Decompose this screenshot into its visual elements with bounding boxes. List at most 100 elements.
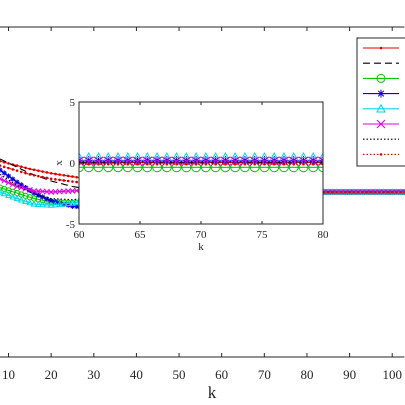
series-5-marker xyxy=(220,156,231,167)
series-3-marker xyxy=(14,179,20,185)
series-7-marker xyxy=(292,162,296,166)
series-7-marker xyxy=(302,162,305,166)
series-4-marker xyxy=(64,199,72,207)
series-4-marker xyxy=(26,199,34,206)
series-4-marker xyxy=(47,201,55,208)
series-0-marker xyxy=(71,175,74,178)
main-xtick-label: 90 xyxy=(343,367,356,382)
series-4-marker xyxy=(0,188,4,195)
legend-marker-4 xyxy=(376,103,386,113)
series-3-marker xyxy=(18,182,24,188)
series-7-marker xyxy=(386,190,390,194)
series-7-marker xyxy=(204,162,208,166)
main-xtick-label: 50 xyxy=(173,367,186,382)
series-0-marker xyxy=(37,169,40,172)
series-4-marker xyxy=(30,200,38,207)
series-7-marker xyxy=(373,190,377,194)
inset-plot: 60 65 70 75 80 5 0 -5 k x xyxy=(53,97,329,253)
series-2-marker xyxy=(318,162,323,173)
series-7-marker xyxy=(224,162,227,166)
series-7-marker xyxy=(32,173,36,177)
series-7-marker xyxy=(2,165,6,169)
series-0-marker xyxy=(0,159,2,163)
series-7-marker xyxy=(282,162,286,166)
inset-xtick-label: 65 xyxy=(135,229,147,241)
series-7-marker xyxy=(361,190,364,194)
series-7-marker xyxy=(331,190,334,194)
series-4-marker xyxy=(0,190,8,197)
series-3-marker xyxy=(31,190,37,196)
series-7-marker xyxy=(365,190,368,194)
series-5-marker xyxy=(79,156,84,167)
series-5 xyxy=(79,156,323,167)
series-7-marker xyxy=(87,162,91,166)
series-4-marker xyxy=(34,200,42,207)
series-0-marker xyxy=(41,170,44,173)
series-5-marker xyxy=(1,177,8,184)
main-xtick-label: 40 xyxy=(130,367,143,382)
series-5-marker xyxy=(402,189,405,195)
legend-marker-5 xyxy=(376,119,386,129)
series-7-marker xyxy=(348,190,351,194)
main-xtick-label: 100 xyxy=(382,367,402,382)
series-5-marker xyxy=(269,156,280,167)
series-7-marker xyxy=(378,190,381,194)
series-7-marker xyxy=(185,162,188,166)
series-5-marker xyxy=(83,156,94,167)
series-3-marker xyxy=(22,185,29,191)
series-4-marker xyxy=(60,200,68,207)
series-4-marker xyxy=(5,191,12,198)
legend xyxy=(356,37,405,167)
series-7-marker xyxy=(175,162,178,166)
series-3-marker xyxy=(10,176,16,182)
series-2-marker xyxy=(79,162,84,173)
inset-xtick-label: 75 xyxy=(257,229,269,241)
series-4-marker xyxy=(9,193,17,200)
series-7-marker xyxy=(54,178,57,181)
series-7-marker xyxy=(66,179,70,183)
inset-ytick-label: 5 xyxy=(70,97,76,109)
series-0-marker xyxy=(24,166,27,170)
series-7-marker xyxy=(263,162,266,166)
series-3-marker xyxy=(5,173,12,179)
series-0-marker xyxy=(20,165,23,168)
series-7-marker xyxy=(165,162,169,166)
series-4-marker xyxy=(51,201,59,208)
inset-y-axis-label: x xyxy=(53,160,65,166)
series-7-marker xyxy=(352,190,356,194)
series-7-marker xyxy=(0,164,2,167)
series-4-marker xyxy=(317,151,323,162)
series-7-marker xyxy=(399,190,403,194)
series-7-marker xyxy=(62,179,66,182)
series-0-marker xyxy=(49,172,53,175)
series-7-marker xyxy=(233,162,237,166)
series-7-marker xyxy=(37,174,40,178)
series-7-marker xyxy=(326,190,330,194)
series-0-marker xyxy=(75,175,79,179)
series-4-marker xyxy=(79,151,85,162)
series-4-marker xyxy=(13,194,21,202)
series-5-marker xyxy=(230,156,241,167)
main-xtick-label: 10 xyxy=(2,367,15,382)
series-7-marker xyxy=(146,162,149,166)
inset-xtick-label: 80 xyxy=(318,229,330,241)
main-x-axis-label: k xyxy=(208,383,217,402)
legend-box xyxy=(356,37,405,167)
series-3-marker xyxy=(35,192,41,198)
series-0-marker xyxy=(28,167,32,171)
series-5-marker xyxy=(181,156,192,167)
series-7-marker xyxy=(390,190,394,194)
series-3-marker xyxy=(69,203,76,209)
series-7-marker xyxy=(75,180,79,184)
series-7-marker xyxy=(11,168,15,171)
series-5-marker xyxy=(0,175,3,182)
legend-marker-2 xyxy=(376,73,386,83)
series-0-marker xyxy=(32,168,36,172)
series-4-marker xyxy=(73,198,81,206)
series-7-marker xyxy=(49,177,53,181)
legend-marker-0 xyxy=(379,46,383,50)
inset-xtick-label: 60 xyxy=(74,229,86,241)
series-3-marker xyxy=(40,194,46,200)
series-2-marker xyxy=(0,184,4,191)
series-3-marker xyxy=(48,198,54,204)
